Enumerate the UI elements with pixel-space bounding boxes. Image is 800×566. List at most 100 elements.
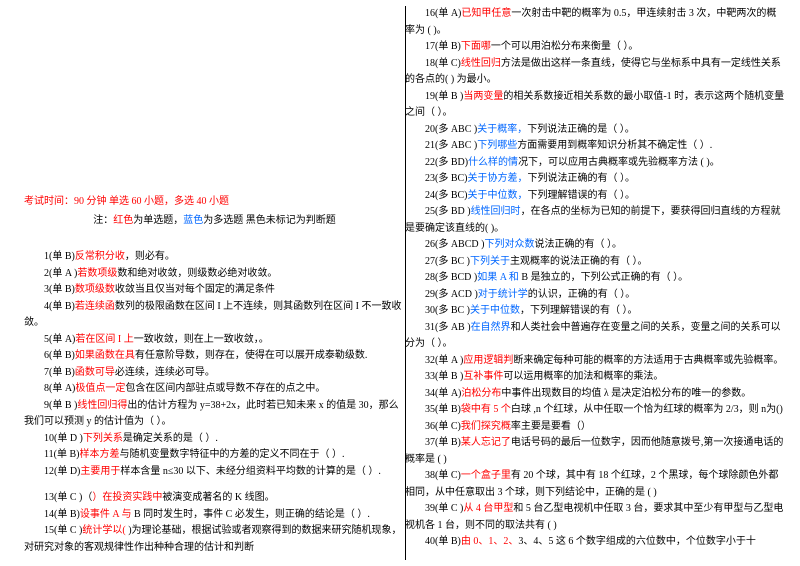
q24: 24(多 BC)关于中位数，下列理解错误的有（ ）。 (405, 188, 786, 205)
q-post: 被演变成著名的 K 线图。 (162, 492, 274, 503)
q37: 37(单 B)某人忘记了电话号码的最后一位数字，因而他随意拨号,第一次接通电话的… (405, 435, 786, 468)
q19: 19(单 B )当两变量的相关系数接近相关系数的最小取值-1 时，表示这两个随机… (405, 89, 786, 122)
q-hl: 若连续函 (75, 301, 115, 312)
q-hl: 若数项级 (77, 268, 117, 279)
q35: 35(单 B)袋中有 5 个白球 ,n 个红球，从中任取一个恰为红球的概率为 2… (405, 402, 786, 419)
q-pre: 18(单 C) (425, 58, 461, 69)
note-red: 红色 (113, 215, 133, 226)
q-post: 说法正确的有（ ）。 (534, 239, 622, 250)
q10: 10(单 D )下列关系是确定关系的是（ ）. (24, 431, 405, 448)
q-hl: 对于统计学 (478, 289, 528, 300)
q-hl: 泊松分布 (461, 388, 501, 399)
q-hl: 关于概率， (477, 124, 527, 135)
q-hl: 若在区间 I 上 (75, 334, 133, 345)
q-post: 下列理解错误的有（ ）。 (528, 190, 636, 201)
q-pre: 13(单 C )（ (44, 492, 92, 503)
q29: 29(多 ACD )对于统计学的认识，正确的有（ ）。 (405, 287, 786, 304)
q17: 17(单 B)下面哪一个可以用泊松分布来衡量（ ）。 (405, 39, 786, 56)
q23: 23(多 BC)关于协方差，下列说法正确的有（ ）。 (405, 171, 786, 188)
q-pre: 10(单 D ) (44, 433, 83, 444)
q-post: 收敛当且仅当对每个固定的满足条件 (115, 284, 275, 295)
q-pre: 6(单 B) (44, 350, 75, 361)
q-pre: 23(多 BC) (425, 173, 468, 184)
q12: 12(单 D)主要用于样本含量 n≤30 以下、未经分组资料平均数的计算的是（ … (24, 464, 405, 481)
q-pre: 22(多 BD) (425, 157, 468, 168)
q11: 11(单 B)样本方差与随机变量数字特征中的方差的定义不同在于（ ）. (24, 447, 405, 464)
q33: 33(单 B )互补事件可以运用概率的加法和概率的乘法。 (405, 369, 786, 386)
q-hl: 下面哪 (461, 41, 491, 52)
note-prefix: 注： (93, 215, 113, 226)
q-hl: 关于协方差， (468, 173, 528, 184)
q-hl: 设事件 A 与 (80, 509, 132, 520)
q-pre: 3(单 B) (44, 284, 75, 295)
q-pre: 37(单 B) (425, 437, 461, 448)
q-pre: 21(多 ABC ) (425, 140, 477, 151)
q-post: B 是独立的，下列公式正确的有（ ）。 (519, 272, 688, 283)
q-hl: 已知甲任意 (461, 8, 511, 19)
q-pre: 24(多 BC) (425, 190, 468, 201)
q-pre: 1(单 B) (44, 251, 75, 262)
q-pre: 7(单 B) (44, 367, 75, 378)
top-margin (24, 6, 405, 194)
q30: 30(多 BC )关于中位数，下列理解错误的有（ ）。 (405, 303, 786, 320)
q-hl: 函数可导 (75, 367, 115, 378)
q-hl: 什么样的情 (468, 157, 518, 168)
q-hl: 某人忘记了 (461, 437, 511, 448)
q-pre: 25(多 BD ) (425, 206, 471, 217)
q-hl: 由 0、1、2、 (461, 536, 519, 547)
q-post: 率主要是要看（） (511, 421, 591, 432)
q15: 15(单 C )统计学以( )为理论基础，根据试验或者观察得到的数据来研究随机现… (24, 523, 405, 556)
q8: 8(单 A)极值点一定包含在区间内部驻点或导数不存在的点之中。 (24, 381, 405, 398)
q-pre: 26(多 ABCD ) (425, 239, 484, 250)
q-post: 样本含量 n≤30 以下、未经分组资料平均数的计算的是（ ）. (120, 466, 381, 477)
q3: 3(单 B)数项级数收敛当且仅当对每个固定的满足条件 (24, 282, 405, 299)
q-hl: 反常积分收 (75, 251, 125, 262)
q-hl: 数项级数 (75, 284, 115, 295)
q-post: ，下列理解错误的有（ ）。 (520, 305, 638, 316)
q18: 18(单 C)线性回归方法是做出这样一条直线，使得它与坐标系中具有一定线性关系的… (405, 56, 786, 89)
q-post: 下列说法正确的有（ ）。 (528, 173, 636, 184)
q39: 39(单 C )从 4 台甲型和 5 台乙型电视机中任取 3 台，要求其中至少有… (405, 501, 786, 534)
q-pre: 4(单 B) (44, 301, 75, 312)
q27: 27(多 BC )下列关于主观概率的说法正确的有（ ）。 (405, 254, 786, 271)
q-post: 可以运用概率的加法和概率的乘法。 (503, 371, 663, 382)
gap (24, 480, 405, 490)
q22: 22(多 BD)什么样的情况下，可以应用古典概率或先验概率方法 ( )。 (405, 155, 786, 172)
q-pre: 19(单 B ) (425, 91, 463, 102)
q-hl: 样本方差 (79, 449, 119, 460)
q1: 1(单 B)反常积分收，则必有。 (24, 249, 405, 266)
q-hl: 下列关于 (470, 256, 510, 267)
q-hl: 下列对众数 (484, 239, 534, 250)
exam-page: 考试时间：90 分钟 单选 60 小题，多选 40 小题 注：红色为单选题，蓝色… (0, 0, 800, 566)
q-hl: 下列哪些 (477, 140, 517, 151)
q-post: 必连续，连续必可导。 (115, 367, 215, 378)
q-pre: 39(单 C ) (425, 503, 463, 514)
q-post: 一个可以用泊松分布来衡量（ ）。 (491, 41, 639, 52)
q-hl: 统计学以( (82, 525, 125, 536)
q-hl: 主要用于 (80, 466, 120, 477)
q-post: 与随机变量数字特征中的方差的定义不同在于（ ）. (119, 449, 344, 460)
q38: 38(单 C)一个盒子里有 20 个球，其中有 18 个红球，2 个黑球，每个球… (405, 468, 786, 501)
q-hl: ）在投资实践中 (92, 492, 162, 503)
q-pre: 2(单 A ) (44, 268, 77, 279)
q-hl: 线性回归 (461, 58, 501, 69)
q-post: 下列说法正确的是（ ）。 (527, 124, 635, 135)
q-pre: 30(多 BC ) (425, 305, 470, 316)
gap (24, 239, 405, 249)
q-hl: 在自然界 (471, 322, 511, 333)
q-post: 主观概率的说法正确的有（ ）。 (510, 256, 648, 267)
q-pre: 40(单 B) (425, 536, 461, 547)
q-hl: 如果 A 和 (477, 272, 519, 283)
q-post: B 同时发生时，事件 C 必发生，则正确的结论是（ ）. (132, 509, 370, 520)
note-mid2: 为多选题 黑色未标记为判断题 (203, 215, 336, 226)
q-pre: 29(多 ACD ) (425, 289, 478, 300)
q5: 5(单 A)若在区间 I 上一致收敛，则在上一致收敛，。 (24, 332, 405, 349)
q36: 36(单 C)我们探究概率主要是要看（） (405, 419, 786, 436)
q-hl: 应用逻辑判 (463, 355, 513, 366)
q-post: 方面需要用到概率知识分析其不确定性（ ）. (517, 140, 712, 151)
q-hl: 一个盒子里 (461, 470, 511, 481)
note-blue: 蓝色 (183, 215, 203, 226)
q-post: 中事件出现数目的均值 λ 是决定泊松分布的唯一的参数。 (501, 388, 751, 399)
q26: 26(多 ABCD )下列对众数说法正确的有（ ）。 (405, 237, 786, 254)
q-pre: 5(单 A) (44, 334, 75, 345)
